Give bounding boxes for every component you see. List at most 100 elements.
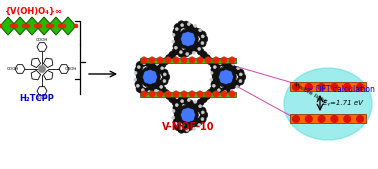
Circle shape — [174, 114, 181, 122]
Circle shape — [191, 108, 198, 115]
Circle shape — [136, 76, 143, 84]
Text: COOH: COOH — [36, 96, 48, 100]
Circle shape — [175, 104, 178, 107]
Circle shape — [219, 80, 226, 87]
Circle shape — [186, 123, 194, 130]
Circle shape — [194, 45, 201, 52]
Circle shape — [188, 120, 196, 128]
Circle shape — [143, 67, 150, 74]
Circle shape — [191, 115, 198, 122]
Text: H₂TCPP: H₂TCPP — [20, 94, 54, 103]
Circle shape — [161, 69, 168, 77]
Circle shape — [173, 104, 181, 112]
Circle shape — [150, 71, 156, 77]
Circle shape — [213, 91, 219, 97]
Circle shape — [293, 115, 299, 123]
Circle shape — [194, 24, 197, 27]
Circle shape — [147, 80, 153, 88]
Circle shape — [207, 89, 214, 96]
Ellipse shape — [284, 68, 372, 140]
Circle shape — [148, 85, 155, 92]
Circle shape — [185, 112, 191, 118]
Circle shape — [188, 33, 194, 39]
Circle shape — [238, 73, 246, 81]
Circle shape — [161, 67, 164, 70]
Polygon shape — [48, 17, 64, 35]
Polygon shape — [60, 17, 76, 35]
Circle shape — [356, 83, 364, 91]
Circle shape — [149, 61, 152, 64]
Circle shape — [58, 24, 62, 28]
Circle shape — [184, 118, 192, 126]
Circle shape — [141, 77, 147, 84]
Circle shape — [172, 33, 175, 37]
Circle shape — [160, 85, 163, 88]
Circle shape — [181, 57, 187, 63]
Circle shape — [198, 39, 206, 47]
Circle shape — [10, 24, 14, 28]
Circle shape — [185, 116, 191, 122]
Circle shape — [226, 67, 233, 74]
Circle shape — [199, 105, 202, 108]
Circle shape — [212, 84, 215, 87]
Circle shape — [189, 36, 195, 42]
Circle shape — [191, 32, 198, 39]
Circle shape — [233, 80, 240, 88]
Polygon shape — [12, 17, 28, 35]
Circle shape — [331, 83, 338, 91]
Circle shape — [179, 51, 182, 54]
Circle shape — [186, 100, 194, 107]
Circle shape — [174, 111, 182, 119]
Circle shape — [212, 62, 220, 69]
Circle shape — [38, 24, 42, 28]
Circle shape — [194, 100, 197, 103]
Circle shape — [46, 24, 50, 28]
Circle shape — [174, 35, 182, 43]
Circle shape — [173, 118, 181, 126]
Circle shape — [188, 118, 195, 125]
Circle shape — [233, 66, 240, 74]
Circle shape — [185, 36, 191, 42]
Circle shape — [200, 111, 208, 119]
Circle shape — [154, 89, 157, 92]
Circle shape — [200, 96, 208, 103]
Circle shape — [141, 70, 147, 77]
Circle shape — [229, 77, 235, 84]
Circle shape — [159, 86, 166, 93]
Circle shape — [201, 118, 204, 120]
Circle shape — [229, 57, 235, 63]
Circle shape — [188, 102, 196, 110]
Circle shape — [331, 115, 338, 123]
Circle shape — [159, 61, 166, 68]
Circle shape — [199, 29, 202, 32]
Circle shape — [172, 99, 179, 106]
Circle shape — [181, 118, 188, 125]
Circle shape — [220, 87, 228, 95]
Circle shape — [62, 24, 66, 28]
Circle shape — [185, 40, 191, 46]
Circle shape — [186, 128, 189, 131]
Text: {V(OH)O₄}∞: {V(OH)O₄}∞ — [5, 7, 63, 16]
Circle shape — [134, 71, 137, 74]
Circle shape — [211, 66, 218, 74]
Circle shape — [172, 48, 179, 55]
Circle shape — [184, 29, 192, 35]
Circle shape — [139, 74, 147, 80]
Circle shape — [174, 100, 182, 107]
Circle shape — [318, 83, 325, 91]
Circle shape — [201, 42, 204, 45]
Circle shape — [229, 70, 235, 77]
Circle shape — [212, 76, 219, 84]
Circle shape — [136, 70, 143, 78]
Circle shape — [150, 82, 158, 90]
Text: COOH: COOH — [7, 67, 19, 71]
Circle shape — [162, 73, 170, 81]
Circle shape — [191, 39, 198, 46]
Circle shape — [182, 115, 188, 121]
Circle shape — [188, 29, 195, 37]
Circle shape — [181, 36, 187, 42]
Text: Eᵧ=1.71 eV: Eᵧ=1.71 eV — [323, 100, 363, 106]
Circle shape — [229, 81, 237, 89]
Circle shape — [141, 57, 147, 63]
Circle shape — [137, 66, 140, 69]
